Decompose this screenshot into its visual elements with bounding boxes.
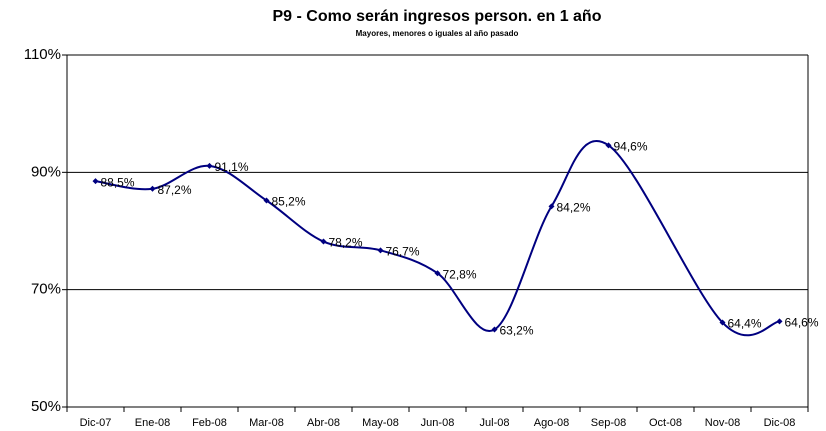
data-label: 91,1% [215,160,249,174]
x-tick-label: May-08 [362,417,399,429]
point-marker [776,318,783,325]
chart-subtitle: Mayores, menores o iguales al año pasado [356,29,519,38]
point-marker [605,142,612,149]
data-label: 64,4% [728,317,762,331]
data-label: 76,7% [386,245,420,259]
gap-connector [607,144,724,324]
point-marker [491,326,498,333]
x-tick-label: Oct-08 [649,417,682,429]
y-tick-label: 90% [31,163,61,180]
data-label: 94,6% [614,140,648,154]
data-label: 78,2% [329,236,363,250]
point-marker [149,185,156,192]
point-marker [92,178,99,185]
point-marker [320,238,327,245]
data-label: 84,2% [557,201,591,215]
x-tick-label: Feb-08 [192,417,227,429]
x-tick-label: Abr-08 [307,417,340,429]
line-series [721,320,780,337]
y-tick-label: 70% [31,281,61,298]
data-label: 88,5% [101,175,135,189]
point-marker [206,162,213,169]
x-tick-label: Dic-08 [764,417,796,429]
point-marker [434,270,441,277]
point-marker [263,197,270,204]
x-tick-label: Dic-07 [80,417,112,429]
x-tick-label: Mar-08 [249,417,284,429]
y-tick-label: 110% [24,46,61,63]
x-tick-label: Nov-08 [705,417,740,429]
point-marker [719,319,726,326]
data-label: 72,8% [443,267,477,281]
data-label: 63,2% [500,324,534,338]
point-marker [548,203,555,210]
chart-title: P9 - Como serán ingresos person. en 1 añ… [273,8,602,25]
data-label: 64,6% [785,316,819,330]
x-tick-label: Sep-08 [591,417,626,429]
data-label: 87,2% [158,183,192,197]
x-tick-label: Jul-08 [480,417,510,429]
x-tick-label: Jun-08 [421,417,455,429]
y-tick-label: 50% [31,398,61,415]
point-marker [377,247,384,254]
x-tick-label: Ene-08 [135,417,170,429]
data-label: 85,2% [272,195,306,209]
x-tick-label: Ago-08 [534,417,569,429]
